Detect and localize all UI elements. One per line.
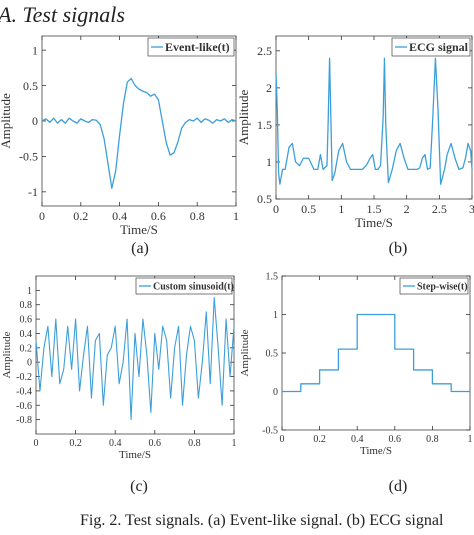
legend-box	[135, 277, 233, 295]
y-tick-label: 0.5	[257, 192, 272, 206]
y-tick-label: 1	[266, 155, 272, 169]
y-tick-label: 1	[273, 310, 278, 321]
x-tick-label: 0.2	[313, 434, 326, 445]
y-tick-label: 2.5	[257, 44, 272, 58]
y-tick-label: 0.6	[20, 315, 33, 326]
x-tick-label: 0.8	[426, 434, 439, 445]
legend-label: Custom sinusoid(t)	[153, 282, 234, 293]
y-tick-label: 0	[27, 358, 32, 369]
plot-frame	[35, 275, 235, 435]
x-axis-label: Time/S	[120, 222, 158, 237]
y-tick-label: -0.8	[16, 415, 32, 426]
legend-box	[391, 37, 471, 57]
y-tick-label: 1.5	[257, 118, 272, 132]
y-tick-label: 0.2	[20, 343, 33, 354]
chart-ecg: 0 0.5 1 1.5 2 2.5 30.511.522.5Time/SAmplitudeE…	[236, 35, 474, 230]
y-tick-label: 0.5	[23, 79, 38, 93]
chart-custom-sinusoid: 0 0.2 0.4 0.6 0.8 1 -0.8 -0.6 -0.4 -0.2 0 0.2 0.4 0.6…	[1, 275, 237, 461]
legend-label: Step-wise(t)	[417, 282, 468, 293]
panel-label-c: (c)	[130, 478, 148, 495]
x-tick-label: 1.5	[367, 202, 382, 216]
y-tick-label: 1	[32, 43, 38, 57]
y-axis-label: Amplitude	[239, 329, 251, 376]
x-tick-label: 0.5	[301, 202, 316, 216]
x-tick-label: 1	[468, 434, 473, 445]
x-tick-label: 0.6	[149, 438, 162, 449]
series-line	[282, 313, 470, 393]
plot-frame	[41, 35, 237, 207]
x-tick-label: 0.6	[389, 434, 402, 445]
series-line	[275, 57, 473, 185]
x-tick-label: 2	[404, 202, 410, 216]
series-line	[41, 77, 237, 189]
x-tick-label: 0	[34, 438, 39, 449]
y-tick-label: -0.2	[16, 372, 32, 383]
legend-label: Event-like(t)	[165, 40, 230, 54]
y-tick-label: 1.5	[266, 272, 279, 283]
plot-frame	[281, 275, 471, 431]
y-tick-label: 0	[273, 387, 278, 398]
x-tick-label: 1	[233, 209, 239, 223]
y-tick-label: -0.5	[262, 426, 278, 437]
x-tick-label: 1	[232, 438, 237, 449]
chart-event-like: 0 0.2 0.4 0.6 0.8 1 -1 -0.5 0 0.5 1 Time/S Amplitude…	[0, 35, 239, 237]
x-axis-label: Time/S	[119, 449, 151, 461]
x-tick-label: 0.2	[73, 209, 88, 223]
x-tick-label: 0.4	[351, 434, 364, 445]
y-tick-label: -1	[28, 185, 38, 199]
legend-box	[147, 37, 235, 57]
legend-label: ECG signal	[409, 40, 469, 54]
y-axis-label: Amplitude	[0, 93, 13, 149]
x-tick-label: 0	[273, 202, 279, 216]
y-tick-label: 2	[266, 81, 272, 95]
x-tick-label: 0	[280, 434, 285, 445]
x-tick-label: 0.8	[190, 209, 205, 223]
x-axis-label: Time/S	[355, 215, 393, 230]
panel-label-a: (a)	[131, 240, 149, 257]
x-tick-label: 0.8	[188, 438, 201, 449]
y-axis-label: Amplitude	[1, 331, 13, 378]
section-title: A. Test signals	[0, 2, 125, 27]
panel-label-b: (b)	[388, 240, 408, 257]
x-tick-label: 2.5	[432, 202, 447, 216]
y-tick-label: 0.5	[266, 349, 279, 360]
y-tick-label: 0.8	[20, 300, 33, 311]
x-axis-label: Time/S	[360, 445, 392, 457]
y-tick-label: 0	[32, 114, 38, 128]
y-tick-label: -0.6	[16, 401, 32, 412]
x-tick-label: 0.4	[109, 438, 122, 449]
x-tick-label: 0.6	[151, 209, 166, 223]
series-line	[35, 296, 235, 421]
x-tick-label: 0.4	[112, 209, 127, 223]
y-axis-label: Amplitude	[236, 89, 251, 145]
y-tick-label: 1	[27, 286, 32, 297]
x-tick-label: 0	[39, 209, 45, 223]
x-tick-label: 0.2	[69, 438, 82, 449]
figure-caption: Fig. 2. Test signals. (a) Event-like sig…	[80, 512, 444, 529]
y-tick-label: 0.4	[20, 329, 33, 340]
panel-label-d: (d)	[388, 478, 408, 495]
legend-box	[399, 277, 469, 295]
y-tick-label: -0.5	[19, 150, 38, 164]
y-tick-label: -0.4	[16, 386, 32, 397]
x-tick-label: 1	[338, 202, 344, 216]
chart-step-wise: 0 0.2 0.4 0.6 0.8 1-0.500.511.5Time/SAmplitud…	[239, 272, 473, 458]
x-tick-label: 3	[469, 202, 474, 216]
